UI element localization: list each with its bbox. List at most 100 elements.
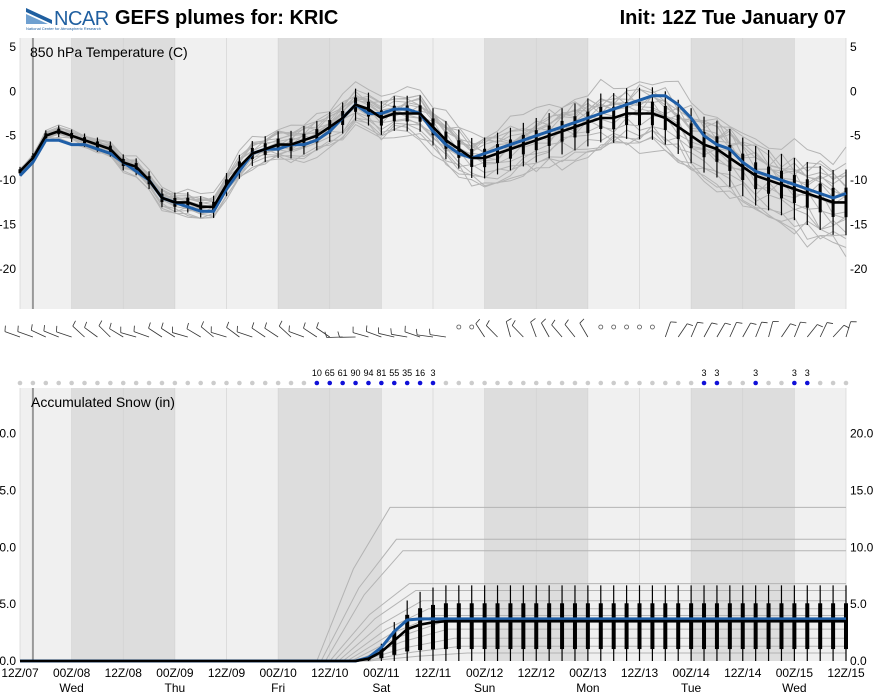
temp-ytick-right: -15 — [850, 218, 868, 232]
wind-barb — [716, 322, 726, 338]
probability-label: 94 — [363, 368, 373, 378]
calm-wind-marker — [650, 324, 655, 330]
probability-label: 3 — [792, 368, 797, 378]
x-tick-label: 12Z/08 — [105, 666, 143, 680]
calm-wind-marker — [611, 324, 617, 330]
snow-iqr-box — [405, 614, 410, 652]
wind-barb — [303, 327, 318, 338]
snow-iqr-box — [495, 603, 500, 650]
probability-label: 3 — [714, 368, 719, 378]
wind-barb — [430, 334, 446, 338]
probability-dot — [379, 380, 384, 386]
probability-dot — [314, 380, 320, 386]
wind-barb — [579, 322, 589, 338]
ncar-logo-icon — [26, 8, 52, 24]
x-tick-day: Wed — [59, 681, 83, 695]
temp-band — [20, 38, 72, 309]
probability-dot — [43, 380, 49, 386]
probability-label: 3 — [430, 368, 435, 378]
snow-panel: 0.0 0.0 5.0 5.0 10.0 10.0 15.0 15.0 20.0 20.0 Accu… — [0, 388, 874, 668]
probability-dot — [327, 380, 333, 386]
x-tick-day: Tue — [681, 681, 702, 695]
wind-barb-row — [4, 318, 857, 338]
calm-wind-marker — [637, 324, 642, 330]
snow-iqr-box — [611, 603, 616, 650]
wind-barb — [530, 321, 537, 338]
wind-barb — [391, 333, 408, 338]
wind-barb-flag — [337, 331, 340, 338]
wind-barb — [264, 327, 279, 338]
snow-band — [226, 388, 279, 661]
probability-dot — [353, 380, 358, 386]
wind-barb — [475, 323, 485, 338]
wind-barb — [172, 332, 188, 338]
snow-iqr-box — [844, 603, 848, 650]
wind-barb — [211, 332, 227, 338]
wind-barb — [564, 324, 576, 338]
wind-barb-flag — [541, 318, 546, 324]
snow-ytick-left: 5.0 — [0, 597, 16, 611]
x-tick-label: 00Z/08 — [53, 666, 91, 680]
probability-label: 3 — [805, 368, 810, 378]
snow-iqr-box — [456, 603, 461, 650]
wind-barb — [226, 327, 240, 338]
wind-barb-flag — [30, 324, 33, 331]
wind-barb — [316, 327, 330, 338]
temp-band — [536, 38, 588, 309]
snow-iqr-box — [753, 603, 758, 650]
probability-dot — [546, 380, 552, 386]
wind-barb-flag — [697, 321, 704, 324]
probability-dot — [198, 380, 203, 386]
wind-barb-flag — [790, 323, 797, 327]
temp-ytick-right: 0 — [850, 84, 857, 98]
probability-label: 65 — [325, 368, 335, 378]
wind-barb — [31, 329, 46, 338]
snow-iqr-box — [482, 603, 487, 650]
wind-barb-flag — [475, 318, 481, 324]
calm-wind-marker — [469, 324, 475, 330]
probability-dot — [172, 380, 178, 386]
snow-iqr-box — [740, 603, 745, 650]
wind-barb-flag — [186, 322, 189, 329]
snow-iqr-box — [714, 603, 719, 650]
wind-barb — [4, 331, 21, 338]
wind-barb — [768, 321, 774, 338]
temp-band — [484, 38, 537, 309]
calm-wind-marker — [624, 324, 629, 330]
wind-barb — [729, 322, 737, 338]
probability-dot — [391, 380, 397, 386]
temp-ytick-right: 5 — [850, 40, 857, 54]
temp-band — [278, 38, 330, 309]
temp-mean-line — [19, 103, 846, 209]
probability-dot — [288, 380, 294, 386]
temp-member-line — [19, 120, 847, 257]
probability-dot — [430, 380, 436, 386]
wind-barb-flag — [148, 322, 151, 329]
snow-ytick-left: 0.0 — [0, 654, 16, 668]
wind-barb — [352, 332, 369, 338]
wind-barb — [781, 323, 791, 338]
probability-dot — [366, 380, 371, 386]
x-tick-label: 00Z/14 — [672, 666, 710, 680]
snow-ytick-right: 15.0 — [850, 483, 874, 497]
probability-dot — [508, 380, 513, 386]
wind-barb-flag — [428, 328, 431, 335]
probability-dot — [533, 380, 539, 386]
wind-barb — [288, 331, 305, 338]
wind-barb — [511, 325, 524, 338]
wind-barb — [148, 327, 163, 338]
probability-dot — [572, 380, 578, 386]
probability-dot — [224, 380, 229, 386]
probability-label: 16 — [415, 368, 425, 378]
temp-panel-title: 850 hPa Temperature (C) — [30, 44, 188, 60]
wind-barb-flag — [761, 321, 768, 324]
snow-iqr-box — [443, 603, 448, 650]
x-tick-label: 00Z/13 — [569, 666, 607, 680]
wind-barb-flag — [724, 322, 731, 326]
wind-barb — [186, 328, 201, 338]
probability-dot — [417, 380, 423, 386]
calm-wind-marker — [598, 324, 604, 330]
temp-ytick-left: -15 — [0, 218, 16, 232]
temp-ytick-left: 5 — [9, 40, 16, 54]
